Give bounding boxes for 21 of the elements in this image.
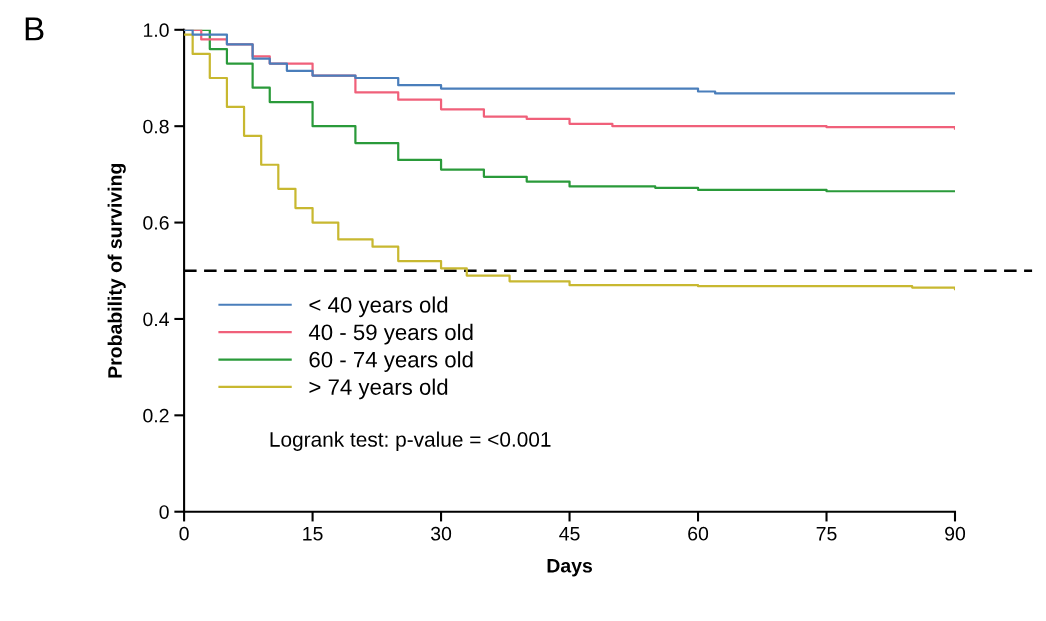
y-tick-label: 0.8 xyxy=(143,119,169,134)
legend-label: 60 - 74 years old xyxy=(309,351,473,372)
legend-label: > 74 years old xyxy=(309,378,448,400)
x-axis-title: Days xyxy=(547,559,592,577)
y-tick-label: 0.4 xyxy=(143,312,169,327)
annotation: Logrank test: p-value = <0.001 xyxy=(270,431,551,451)
x-tick-label: 30 xyxy=(430,526,452,541)
y-tick-label: 0.6 xyxy=(143,216,169,230)
y-tick-label: 0 xyxy=(159,505,169,519)
x-tick-label: 45 xyxy=(559,527,580,541)
y-axis-title: Probability of surviving xyxy=(107,164,126,378)
x-tick-label: 15 xyxy=(303,527,323,541)
x-tick-label: 60 xyxy=(688,526,709,541)
x-tick-label: 90 xyxy=(945,526,966,541)
legend-label: < 40 years old xyxy=(309,296,448,318)
legend-label: 40 - 59 years old xyxy=(308,323,473,345)
chart-title: B xyxy=(25,17,44,41)
y-tick-label: 0.2 xyxy=(143,408,169,423)
x-tick-label: 0 xyxy=(179,526,189,541)
x-tick-label: 75 xyxy=(816,527,837,541)
y-tick-label: 1.0 xyxy=(143,23,169,38)
